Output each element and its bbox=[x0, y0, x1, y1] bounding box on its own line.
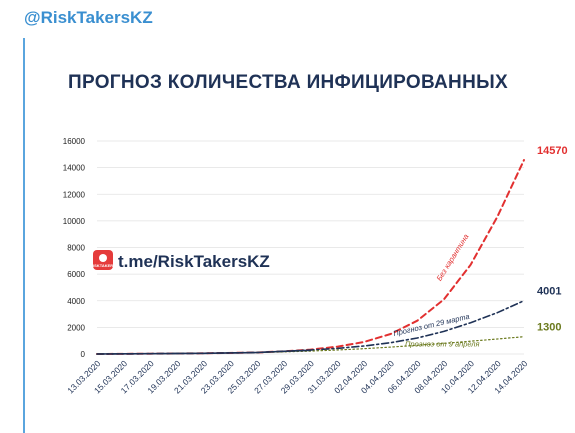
y-axis-ticks: 0 2000 4000 6000 8000 10000 12000 14000 16000 bbox=[63, 137, 86, 359]
series-lines bbox=[96, 159, 525, 355]
series-end-label: 14570 bbox=[537, 145, 568, 157]
chart-image: ПРОГНОЗ КОЛИЧЕСТВА ИНФИЦИРОВАННЫХ 0 2000 4… bbox=[27, 38, 575, 433]
y-tick-label: 6000 bbox=[67, 270, 85, 279]
y-tick-label: 10000 bbox=[63, 217, 86, 226]
channel-handle[interactable]: @RiskTakersKZ bbox=[24, 8, 153, 27]
watermark-logo-mark bbox=[99, 254, 107, 262]
y-tick-label: 0 bbox=[81, 350, 86, 359]
y-tick-label: 2000 bbox=[67, 323, 85, 332]
chart-title: ПРОГНОЗ КОЛИЧЕСТВА ИНФИЦИРОВАННЫХ bbox=[68, 72, 508, 93]
series-name-label: Без карантина bbox=[435, 232, 471, 282]
y-tick-label: 12000 bbox=[63, 190, 86, 199]
y-tick-label: 4000 bbox=[67, 297, 85, 306]
y-tick-label: 16000 bbox=[63, 137, 86, 146]
y-tick-label: 8000 bbox=[67, 244, 85, 253]
watermark-logo-text: RISKTAKERS bbox=[90, 263, 116, 268]
series-name-label: Прогноз от 9 апреля bbox=[405, 339, 480, 348]
y-tick-label: 14000 bbox=[63, 164, 86, 173]
x-axis-ticks: 13.03.202015.03.202017.03.202019.03.2020… bbox=[65, 358, 529, 395]
infection-forecast-chart: ПРОГНОЗ КОЛИЧЕСТВА ИНФИЦИРОВАННЫХ 0 2000 4… bbox=[63, 72, 568, 395]
watermark: RISKTAKERS t.me/RiskTakersKZ bbox=[90, 250, 270, 271]
watermark-text: t.me/RiskTakersKZ bbox=[118, 252, 270, 271]
series-line bbox=[96, 349, 312, 355]
message-quote-bar bbox=[23, 38, 25, 433]
series-end-label: 4001 bbox=[537, 286, 561, 298]
chart-grid bbox=[97, 140, 524, 355]
series-end-label: 1300 bbox=[537, 322, 561, 334]
